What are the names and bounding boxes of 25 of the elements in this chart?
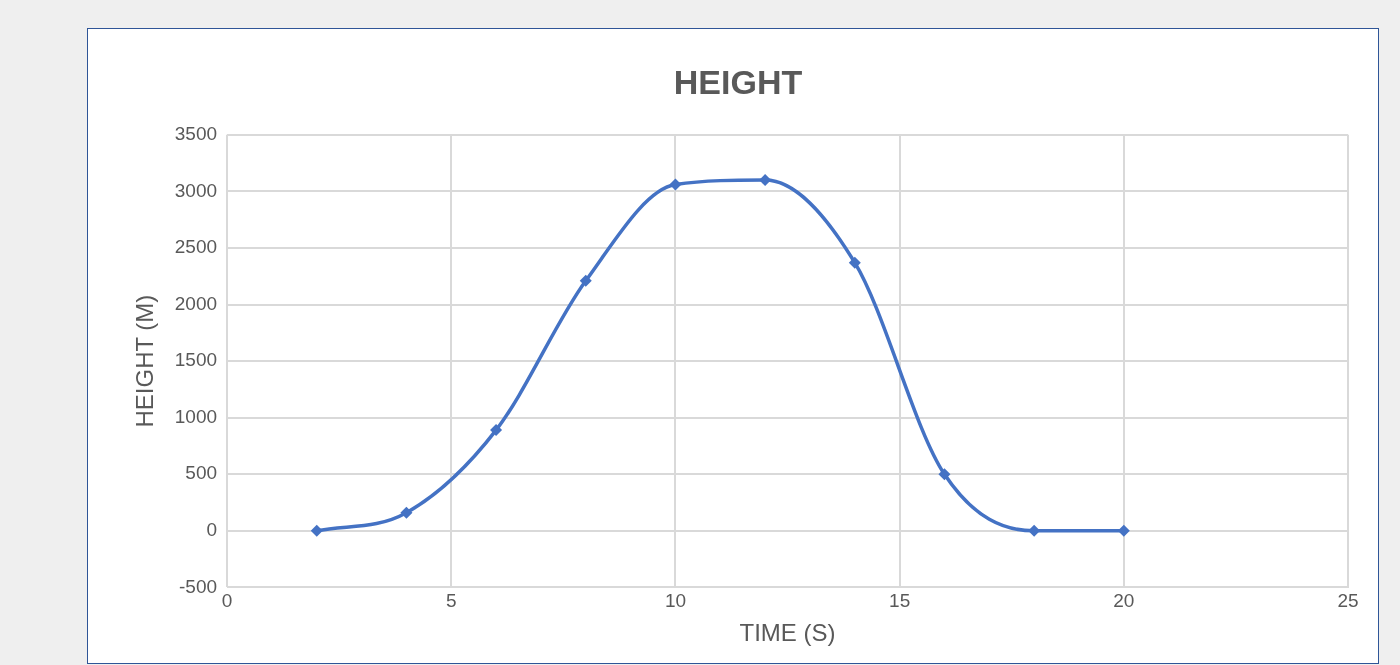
point [400,506,413,519]
x-tick-label: 5 [445,590,457,612]
x-tick-label: 20 [1113,590,1135,612]
x-tick-label: 15 [889,590,911,612]
y-tick-label: 2000 [174,292,218,314]
x-tick-label: 0 [221,590,233,612]
y-tick-label: -500 [179,575,218,597]
point [310,524,323,537]
x-axis-title: TIME (S) [739,619,836,647]
point [579,274,592,287]
y-tick-label: 1000 [174,405,218,427]
x-tick-label: 10 [664,590,687,612]
y-tick-label: 500 [185,462,218,484]
point [938,468,951,481]
y-tick-label: 3000 [174,179,218,201]
y-axis-title: HEIGHT (M) [131,294,159,428]
y-tick-label: 1500 [174,349,218,371]
x-tick-label: 25 [1337,590,1359,612]
y-tick-label: 0 [206,519,218,541]
y-tick-label: 3500 [174,123,218,145]
point [848,256,861,269]
y-tick-label: 2500 [174,236,218,258]
point [669,178,682,191]
point [490,424,503,437]
chart-title: HEIGHT [673,62,803,101]
